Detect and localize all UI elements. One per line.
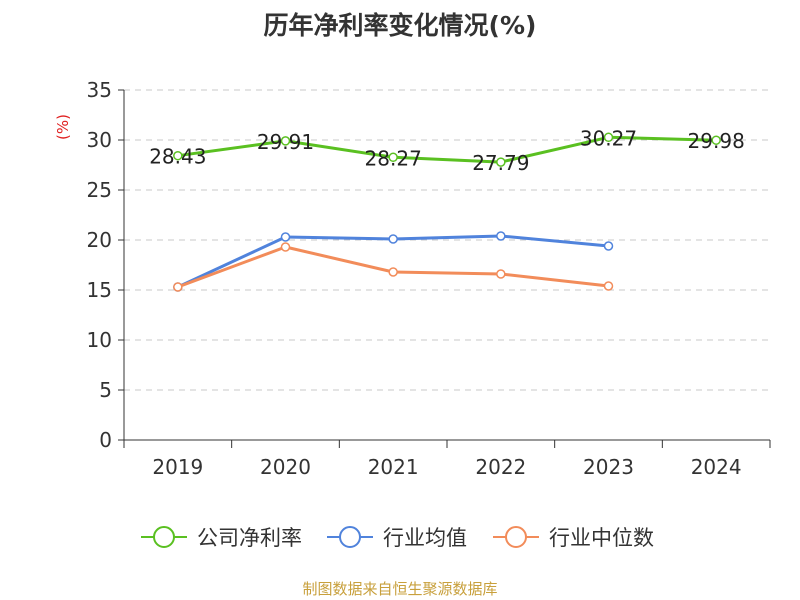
data-point (388, 267, 398, 277)
data-point (603, 132, 614, 143)
legend-label-0: 公司净利率 (197, 526, 302, 550)
y-tick-label: 20 (87, 228, 112, 252)
x-tick-label: 2023 (583, 455, 634, 479)
series-line-2 (177, 245, 609, 289)
data-point (496, 231, 506, 241)
legend-label-1: 行业均值 (383, 526, 467, 550)
data-point (280, 136, 291, 146)
data-point (388, 234, 398, 244)
y-tick-label: 25 (87, 178, 112, 202)
data-point (496, 157, 506, 167)
legend-label-2: 行业中位数 (549, 526, 654, 550)
x-tick-label: 2022 (475, 455, 526, 479)
data-point (603, 281, 614, 291)
x-tick-label: 2020 (260, 455, 311, 479)
chart-title: 历年净利率变化情况(%) (263, 11, 537, 40)
data-point (173, 150, 183, 161)
data-label: 29.91 (257, 130, 314, 154)
legend-marker-1 (339, 526, 361, 548)
data-label: 30.27 (580, 126, 637, 150)
data-point (173, 282, 183, 292)
data-point (603, 241, 614, 251)
data-point (711, 135, 721, 145)
y-tick-label: 0 (99, 428, 112, 452)
data-label: 28.27 (365, 146, 422, 170)
x-tick-label: 2021 (368, 455, 419, 479)
y-tick-label: 10 (87, 328, 112, 352)
data-point (280, 242, 291, 252)
data-point (496, 269, 506, 279)
x-tick-label: 2019 (152, 455, 203, 479)
data-label: 28.43 (149, 145, 206, 169)
series-line-0 (177, 135, 717, 164)
y-tick-label: 15 (87, 278, 112, 302)
legend-marker-2 (505, 526, 527, 548)
y-tick-label: 35 (87, 78, 112, 102)
data-point (280, 232, 291, 242)
y-tick-label: 30 (87, 128, 112, 152)
data-point (388, 152, 398, 163)
x-tick-label: 2024 (691, 455, 742, 479)
legend-marker-0 (153, 526, 175, 548)
source-note: 制图数据来自恒生聚源数据库 (302, 580, 498, 598)
data-label: 29.98 (688, 129, 745, 153)
y-tick-label: 5 (99, 378, 112, 402)
y-axis-label: (%) (54, 114, 72, 140)
data-label: 27.79 (472, 151, 529, 175)
